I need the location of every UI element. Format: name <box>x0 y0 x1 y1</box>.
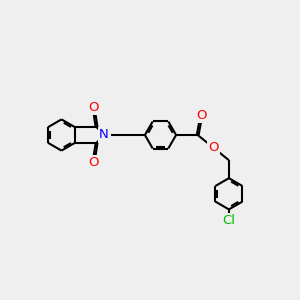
Text: Cl: Cl <box>222 214 236 227</box>
Text: N: N <box>99 128 109 142</box>
Text: O: O <box>88 101 99 114</box>
Text: O: O <box>196 109 206 122</box>
Text: O: O <box>88 156 99 169</box>
Text: O: O <box>208 141 218 154</box>
